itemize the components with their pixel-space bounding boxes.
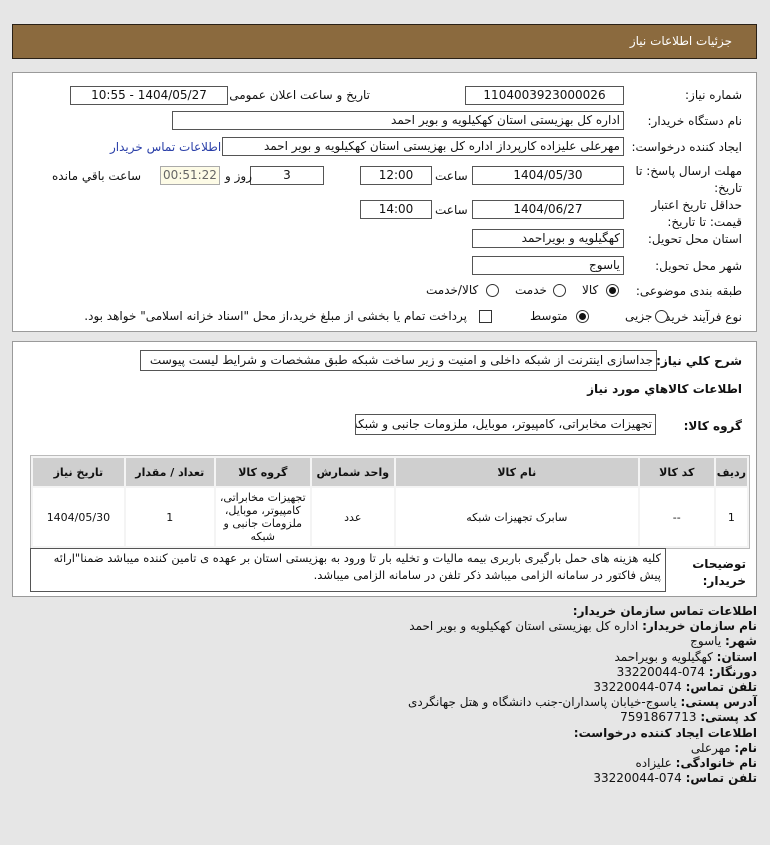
deadline-time-field[interactable]: 12:00: [360, 166, 432, 185]
summary-field: جداسازی اینترنت از شبکه داخلی و امنیت و …: [140, 350, 657, 371]
province-field[interactable]: کهگیلویه و بویراحمد: [472, 229, 624, 248]
deadline-time-label: ساعت: [435, 169, 468, 183]
city-label: شهر محل تحویل:: [655, 259, 742, 273]
process-radio-minor[interactable]: [655, 310, 668, 323]
need-number-field[interactable]: 1104003923000026: [465, 86, 624, 105]
col-code: کد کالا: [639, 458, 714, 486]
category-option-goods: کالا: [582, 283, 599, 297]
page-header: جزئیات اطلاعات نیاز: [12, 24, 757, 59]
contact-line: استان: کهگیلویه و بویراحمد: [614, 649, 757, 664]
category-radio-goods-service[interactable]: [486, 284, 499, 297]
deadline-date-field[interactable]: 1404/05/30: [472, 166, 624, 185]
category-radio-service[interactable]: [553, 284, 566, 297]
col-date: تاریخ نیاز: [33, 458, 124, 486]
buyer-org-label: نام دستگاه خریدار:: [647, 114, 743, 128]
remaining-time-field: 00:51:22: [160, 166, 220, 185]
cell-unit: عدد: [311, 488, 394, 546]
category-label: طبقه بندی موضوعی:: [635, 284, 742, 298]
col-group: گروه کالا: [215, 458, 310, 486]
col-name: نام کالا: [395, 458, 638, 486]
category-option-service: خدمت: [515, 283, 547, 297]
summary-label: شرح کلي نیاز:: [656, 354, 742, 368]
validity-label: حداقل تاریخ اعتبار قیمت: تا تاریخ:: [651, 198, 742, 229]
contact-line: دورنگار: 074-33220044: [616, 664, 757, 679]
treasury-label: پرداخت تمام یا بخشی از مبلغ خرید،از محل …: [84, 309, 467, 323]
contact-line: نام سازمان خریدار: اداره کل بهزیستی استا…: [409, 619, 757, 634]
deadline-label: مهلت ارسال پاسخ: تا تاریخ:: [635, 164, 742, 195]
creator-line: نام: مهرعلی: [690, 740, 757, 755]
creator-title: اطلاعات ایجاد کننده درخواست:: [573, 725, 757, 740]
contact-line: تلفن تماس: 074-33220044: [593, 680, 757, 695]
cell-group: تجهیزات مخابراتی، کامپیوتر، موبایل، ملزو…: [215, 488, 310, 546]
cell-row: 1: [715, 488, 747, 546]
contact-section: اطلاعات تماس سازمان خریدار: نام سازمان خ…: [408, 604, 757, 786]
city-field[interactable]: یاسوج: [472, 256, 624, 275]
col-row: ردیف: [715, 458, 747, 486]
items-title: اطلاعات کالاهاي مورد نیاز: [587, 382, 742, 396]
validity-time-label: ساعت: [435, 203, 468, 217]
days-label: روز و: [225, 169, 252, 183]
table-header-row: ردیف کد کالا نام کالا واحد شمارش گروه کا…: [33, 458, 747, 486]
treasury-checkbox[interactable]: [479, 310, 492, 323]
province-label: استان محل تحویل:: [647, 232, 742, 246]
col-qty: تعداد / مقدار: [125, 458, 214, 486]
creator-line: نام خانوادگی: علیزاده: [635, 756, 757, 771]
need-number-label: شماره نیاز:: [685, 88, 742, 102]
creator-label: ایجاد کننده درخواست:: [631, 140, 742, 154]
table-row: 1 -- سابرک تجهیزات شبکه عدد تجهیزات مخاب…: [33, 488, 747, 546]
validity-time-field[interactable]: 14:00: [360, 200, 432, 219]
category-radio-goods[interactable]: [606, 284, 619, 297]
contact-line: شهر: یاسوج: [690, 634, 757, 649]
announce-label: تاریخ و ساعت اعلان عمومی:: [225, 88, 370, 102]
group-label: گروه کالا:: [683, 419, 742, 433]
validity-date-field[interactable]: 1404/06/27: [472, 200, 624, 219]
process-label: نوع فرآیند خرید :: [657, 310, 742, 324]
process-option-minor: جزیی: [625, 309, 653, 323]
remaining-label: ساعت باقي مانده: [52, 169, 142, 183]
items-table: ردیف کد کالا نام کالا واحد شمارش گروه کا…: [30, 455, 750, 549]
category-option-goods-service: کالا/خدمت: [426, 283, 479, 297]
page-title: جزئیات اطلاعات نیاز: [629, 34, 732, 48]
announce-field[interactable]: 1404/05/27 - 10:55: [70, 86, 228, 105]
process-radio-medium[interactable]: [576, 310, 589, 323]
buyer-notes-label: توضیحات خریدار:: [692, 557, 746, 588]
contact-title: اطلاعات تماس سازمان خریدار:: [572, 604, 757, 618]
creator-line: تلفن تماس: 074-33220044: [593, 771, 757, 786]
creator-field[interactable]: مهرعلی علیزاده کارپرداز اداره کل بهزیستی…: [222, 137, 624, 156]
buyer-contact-link[interactable]: اطلاعات تماس خریدار: [110, 140, 222, 154]
group-field: تجهیزات مخابراتی، کامپیوتر، موبایل، ملزو…: [355, 414, 656, 435]
buyer-notes-field: کلیه هزینه های حمل بارگیری باربری بیمه م…: [30, 548, 666, 592]
col-unit: واحد شمارش: [311, 458, 394, 486]
buyer-org-field[interactable]: اداره کل بهزیستی استان کهکیلویه و بویر ا…: [172, 111, 624, 130]
cell-code: --: [639, 488, 714, 546]
contact-line: کد پستی: 7591867713: [620, 710, 757, 725]
process-option-medium: متوسط: [530, 309, 568, 323]
days-field[interactable]: 3: [250, 166, 324, 185]
cell-name: سابرک تجهیزات شبکه: [395, 488, 638, 546]
cell-date: 1404/05/30: [33, 488, 124, 546]
contact-line: آدرس پستی: یاسوج-خیابان پاسداران-جنب دان…: [407, 695, 757, 710]
cell-qty: 1: [125, 488, 214, 546]
